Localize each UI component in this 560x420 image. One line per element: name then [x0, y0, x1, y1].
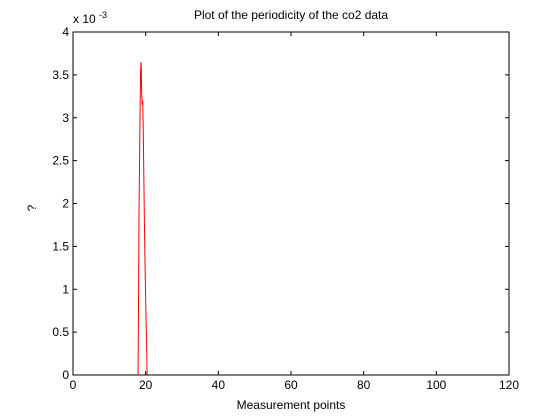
x-tick-label: 60 [284, 378, 298, 392]
series-line [137, 61, 148, 376]
y-tick-label: 2.5 [52, 154, 69, 168]
y-axis-ticks: 0 0.5 1 1.5 2 2.5 3 3.5 4 [52, 25, 509, 382]
x-tick-label: 100 [426, 378, 446, 392]
y-tick-label: 2 [62, 197, 69, 211]
x-tick-label: 20 [139, 378, 153, 392]
x-tick-label: 120 [499, 378, 519, 392]
y-tick-label: 1 [62, 282, 69, 296]
y-tick-label: 0 [62, 368, 69, 382]
y-axis-label: ? [25, 204, 39, 211]
y-tick-label: 3 [62, 111, 69, 125]
x-tick-label: 80 [357, 378, 371, 392]
y-tick-label: 1.5 [52, 239, 69, 253]
y-axis-exponent-base: x 10 [73, 12, 96, 26]
chart-title: Plot of the periodicity of the co2 data [194, 8, 388, 22]
y-axis-exponent: x 10 -3 [73, 10, 107, 26]
y-tick-label: 4 [62, 25, 69, 39]
x-tick-label: 0 [70, 378, 77, 392]
x-tick-label: 40 [212, 378, 226, 392]
y-tick-label: 3.5 [52, 68, 69, 82]
y-axis-exponent-power: -3 [99, 10, 107, 20]
x-axis-label: Measurement points [237, 398, 346, 412]
x-axis-ticks: 0 20 40 60 80 100 120 [70, 32, 519, 392]
y-tick-label: 0.5 [52, 325, 69, 339]
series-layer [137, 61, 148, 376]
